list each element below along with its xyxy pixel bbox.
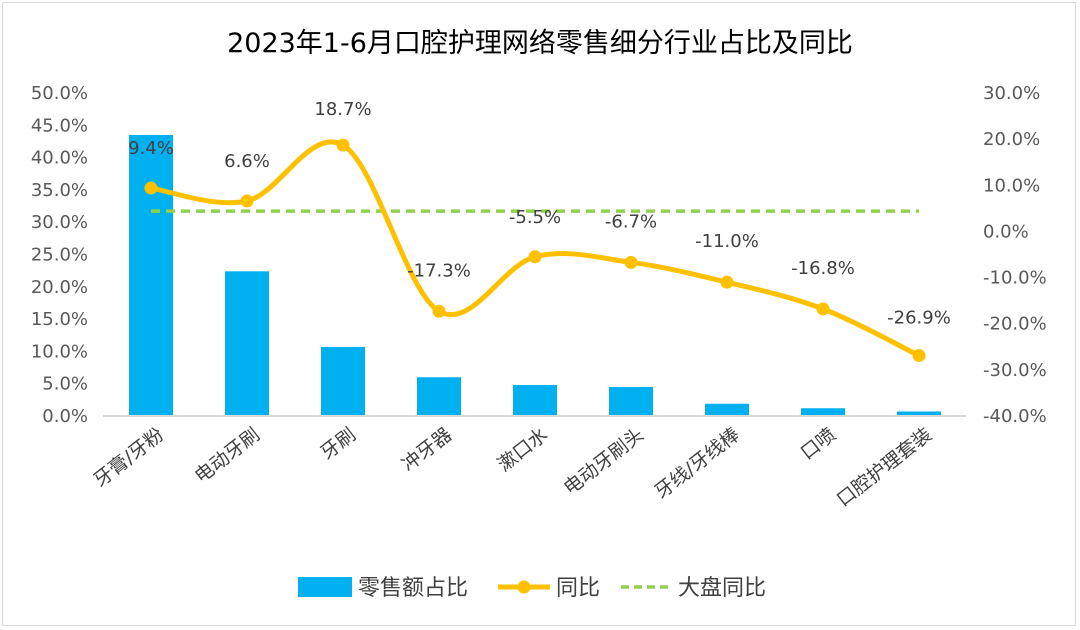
legend-bar-swatch	[298, 577, 352, 597]
left-tick-label: 50.0%	[31, 83, 88, 104]
left-tick-label: 35.0%	[31, 180, 88, 201]
yoy-point	[912, 349, 926, 363]
yoy-data-label: -17.3%	[407, 260, 471, 281]
left-axis-ticks: 0.0% 5.0% 10.0% 15.0% 20.0% 25.0% 30.0% 35.0% 40…	[31, 83, 88, 427]
legend-dash-label: 大盘同比	[678, 576, 766, 601]
category-label: 牙线/牙线棒	[651, 424, 744, 504]
yoy-point	[336, 138, 350, 152]
left-tick-label: 30.0%	[31, 212, 88, 233]
left-tick-label: 10.0%	[31, 341, 88, 362]
right-tick-label: 30.0%	[983, 83, 1040, 104]
yoy-data-label: 18.7%	[314, 99, 371, 120]
right-tick-label: -10.0%	[983, 268, 1047, 289]
yoy-point	[720, 275, 734, 289]
yoy-point	[144, 181, 158, 195]
category-label: 口腔护理套装	[833, 424, 936, 512]
left-tick-label: 15.0%	[31, 309, 88, 330]
right-tick-label: 10.0%	[983, 175, 1040, 196]
yoy-point	[624, 255, 638, 269]
yoy-line: 9.4% 6.6% 18.7% -17.3% -5.5% -6.7% -11.0% -16.8…	[128, 99, 951, 363]
yoy-data-label: -26.9%	[887, 308, 951, 329]
yoy-point	[528, 250, 542, 264]
yoy-data-label: -5.5%	[509, 207, 561, 228]
left-tick-label: 25.0%	[31, 245, 88, 266]
category-label: 牙膏/牙粉	[89, 423, 168, 492]
yoy-line-path	[150, 139, 921, 358]
bars	[129, 134, 941, 417]
chart-title: 2023年1-6月口腔护理网络零售细分行业占比及同比	[227, 28, 853, 59]
left-tick-label: 20.0%	[31, 277, 88, 298]
right-tick-label: 0.0%	[983, 221, 1029, 242]
bar	[129, 134, 173, 417]
left-tick-label: 45.0%	[31, 115, 88, 136]
left-tick-label: 0.0%	[42, 406, 88, 427]
yoy-data-label: 9.4%	[128, 138, 174, 159]
left-tick-label: 40.0%	[31, 148, 88, 169]
legend-bar-label: 零售额占比	[358, 576, 468, 601]
left-tick-label: 5.0%	[42, 374, 88, 395]
bar	[705, 403, 749, 416]
yoy-data-label: 6.6%	[224, 151, 270, 172]
yoy-data-label: -16.8%	[791, 258, 855, 279]
bar	[609, 386, 653, 416]
category-label: 电动牙刷头	[560, 424, 648, 500]
bar	[897, 411, 941, 416]
legend-line-marker	[517, 580, 531, 594]
yoy-point	[240, 194, 254, 208]
legend: 零售额占比 同比 大盘同比	[298, 576, 766, 601]
right-tick-label: 20.0%	[983, 129, 1040, 150]
category-label: 电动牙刷	[191, 424, 264, 488]
category-label: 漱口水	[494, 424, 552, 476]
bar	[801, 408, 845, 416]
right-tick-label: -20.0%	[983, 314, 1047, 335]
bar	[417, 377, 461, 416]
yoy-data-label: -11.0%	[695, 231, 759, 252]
right-tick-label: -30.0%	[983, 360, 1047, 381]
yoy-point	[816, 302, 830, 316]
bar	[225, 271, 269, 416]
category-label: 口喷	[797, 424, 841, 465]
category-label: 冲牙器	[398, 424, 456, 476]
yoy-point	[432, 304, 446, 318]
category-label: 牙刷	[317, 424, 361, 465]
bar	[321, 346, 365, 416]
legend-line-label: 同比	[556, 576, 600, 601]
right-axis-ticks: -40.0% -30.0% -20.0% -10.0% 0.0% 10.0% 20.0% 30…	[983, 83, 1047, 427]
yoy-data-label: -6.7%	[605, 211, 657, 232]
bar	[513, 384, 557, 416]
right-tick-label: -40.0%	[983, 406, 1047, 427]
